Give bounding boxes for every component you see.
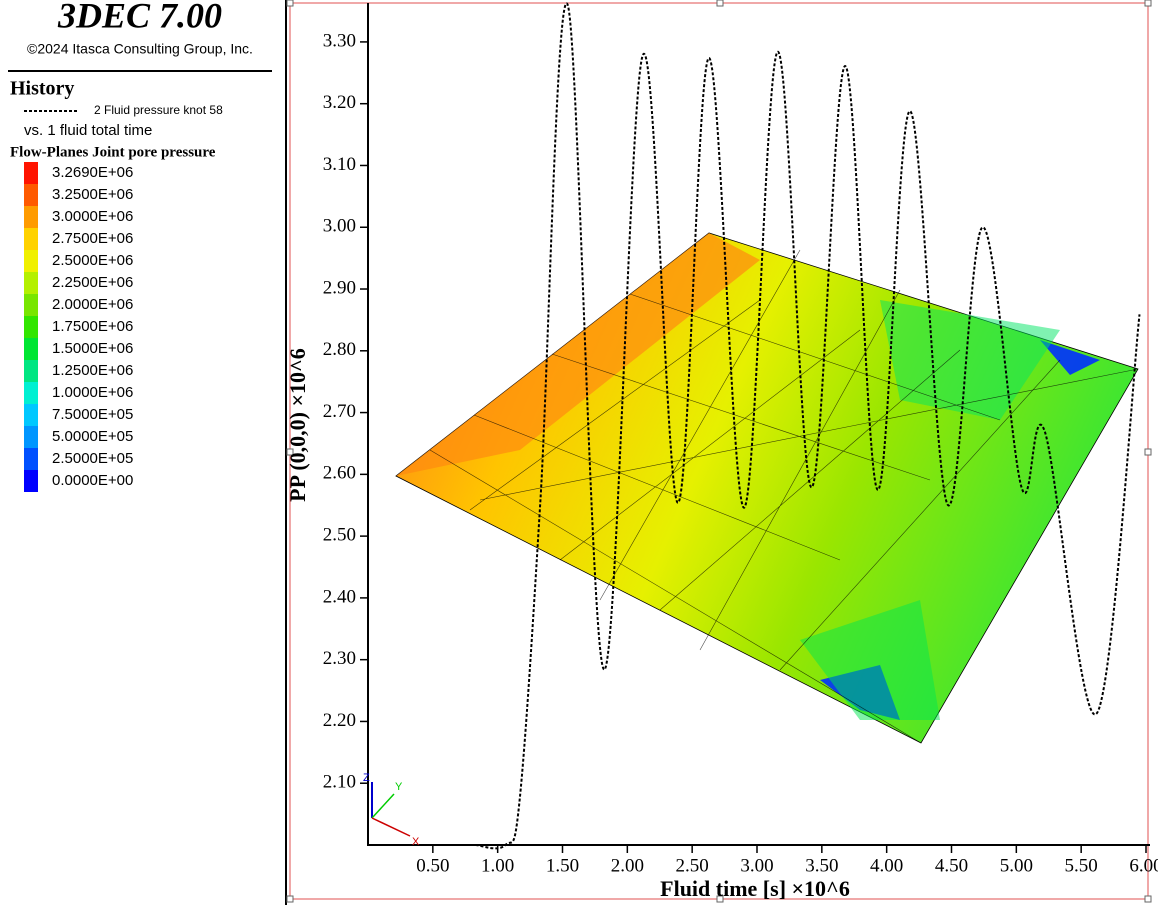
- contour-title: Flow-Planes Joint pore pressure: [10, 144, 216, 160]
- contour-label: 3.0000E+06: [52, 208, 133, 225]
- contour-label: 2.0000E+06: [52, 296, 133, 313]
- history-line: [475, 2, 1141, 850]
- triad: X Y Z: [363, 772, 420, 848]
- contour-label: 7.5000E+05: [52, 406, 133, 423]
- triad-label: Y: [395, 781, 403, 793]
- contour-swatch: [24, 426, 38, 448]
- contour-swatch: [24, 360, 38, 382]
- x-tick-label: 5.50: [1065, 855, 1098, 876]
- x-tick-label: 1.50: [546, 855, 579, 876]
- contour-swatch: [24, 162, 38, 184]
- y-tick-label: 2.40: [323, 586, 356, 607]
- contour-swatch: [24, 470, 38, 492]
- x-tick-label: 4.00: [870, 855, 903, 876]
- y-tick-label: 2.20: [323, 710, 356, 731]
- contour-swatch: [24, 250, 38, 272]
- x-axis-title: Fluid time [s] ×10^6: [660, 876, 850, 901]
- y-tick-label: 2.30: [323, 648, 356, 669]
- contour-label: 3.2500E+06: [52, 186, 133, 203]
- copyright: ©2024 Itasca Consulting Group, Inc.: [27, 41, 253, 57]
- legend-entry: 2 Fluid pressure knot 58: [94, 103, 223, 117]
- y-tick-label: 2.10: [323, 772, 356, 793]
- x-tick-label: 2.00: [611, 855, 644, 876]
- contour-swatch: [24, 404, 38, 426]
- y-axis-title: PP (0,0,0) ×10^6: [285, 348, 310, 502]
- y-tick-label: 2.50: [323, 524, 356, 545]
- contour-label: 0.0000E+00: [52, 472, 133, 489]
- contour-swatch: [24, 338, 38, 360]
- contour-swatch: [24, 206, 38, 228]
- x-tick-label: 2.50: [676, 855, 709, 876]
- contour-swatch: [24, 228, 38, 250]
- x-tick-label: 1.00: [481, 855, 514, 876]
- x-tick-label: 3.50: [805, 855, 838, 876]
- contour-swatch: [24, 316, 38, 338]
- handle: [286, 448, 294, 456]
- handle: [716, 0, 724, 7]
- contour-swatch: [24, 184, 38, 206]
- contour-label: 2.2500E+06: [52, 274, 133, 291]
- y-tick-label: 2.60: [323, 463, 356, 484]
- x-tick-label: 6.00: [1129, 855, 1158, 876]
- handle: [1144, 448, 1152, 456]
- contour-label: 3.2690E+06: [52, 164, 133, 181]
- x-tick-label: 0.50: [416, 855, 449, 876]
- contour-swatch: [24, 448, 38, 470]
- handle: [286, 0, 294, 7]
- handle: [716, 895, 724, 903]
- y-tick-label: 3.00: [323, 216, 356, 237]
- contour-label: 2.5000E+05: [52, 450, 133, 467]
- contour-swatch: [24, 272, 38, 294]
- contour-swatch: [24, 294, 38, 316]
- contour-label: 2.5000E+06: [52, 252, 133, 269]
- vs-label: vs. 1 fluid total time: [24, 122, 152, 139]
- contour-plane: [395, 232, 1139, 744]
- handle: [286, 895, 294, 903]
- y-tick-label: 2.70: [323, 401, 356, 422]
- history-heading: History: [10, 78, 74, 100]
- contour-label: 1.5000E+06: [52, 340, 133, 357]
- y-tick-label: 3.20: [323, 92, 356, 113]
- contour-swatch: [24, 382, 38, 404]
- y-tick-label: 2.80: [323, 339, 356, 360]
- contour-label: 1.7500E+06: [52, 318, 133, 335]
- x-tick-label: 3.00: [740, 855, 773, 876]
- triad-label: X: [412, 836, 420, 848]
- handle: [1144, 895, 1152, 903]
- contour-label: 5.0000E+05: [52, 428, 133, 445]
- legend-panel: [0, 0, 285, 905]
- contour-label: 1.2500E+06: [52, 362, 133, 379]
- y-tick-label: 3.10: [323, 154, 356, 175]
- app-title: 3DEC 7.00: [57, 0, 222, 35]
- y-tick-label: 2.90: [323, 277, 356, 298]
- x-tick-label: 5.00: [1000, 855, 1033, 876]
- contour-label: 1.0000E+06: [52, 384, 133, 401]
- handle: [1144, 0, 1152, 7]
- y-tick-label: 3.30: [323, 30, 356, 51]
- contour-label: 2.7500E+06: [52, 230, 133, 247]
- triad-label: Z: [363, 772, 370, 784]
- x-tick-label: 4.50: [935, 855, 968, 876]
